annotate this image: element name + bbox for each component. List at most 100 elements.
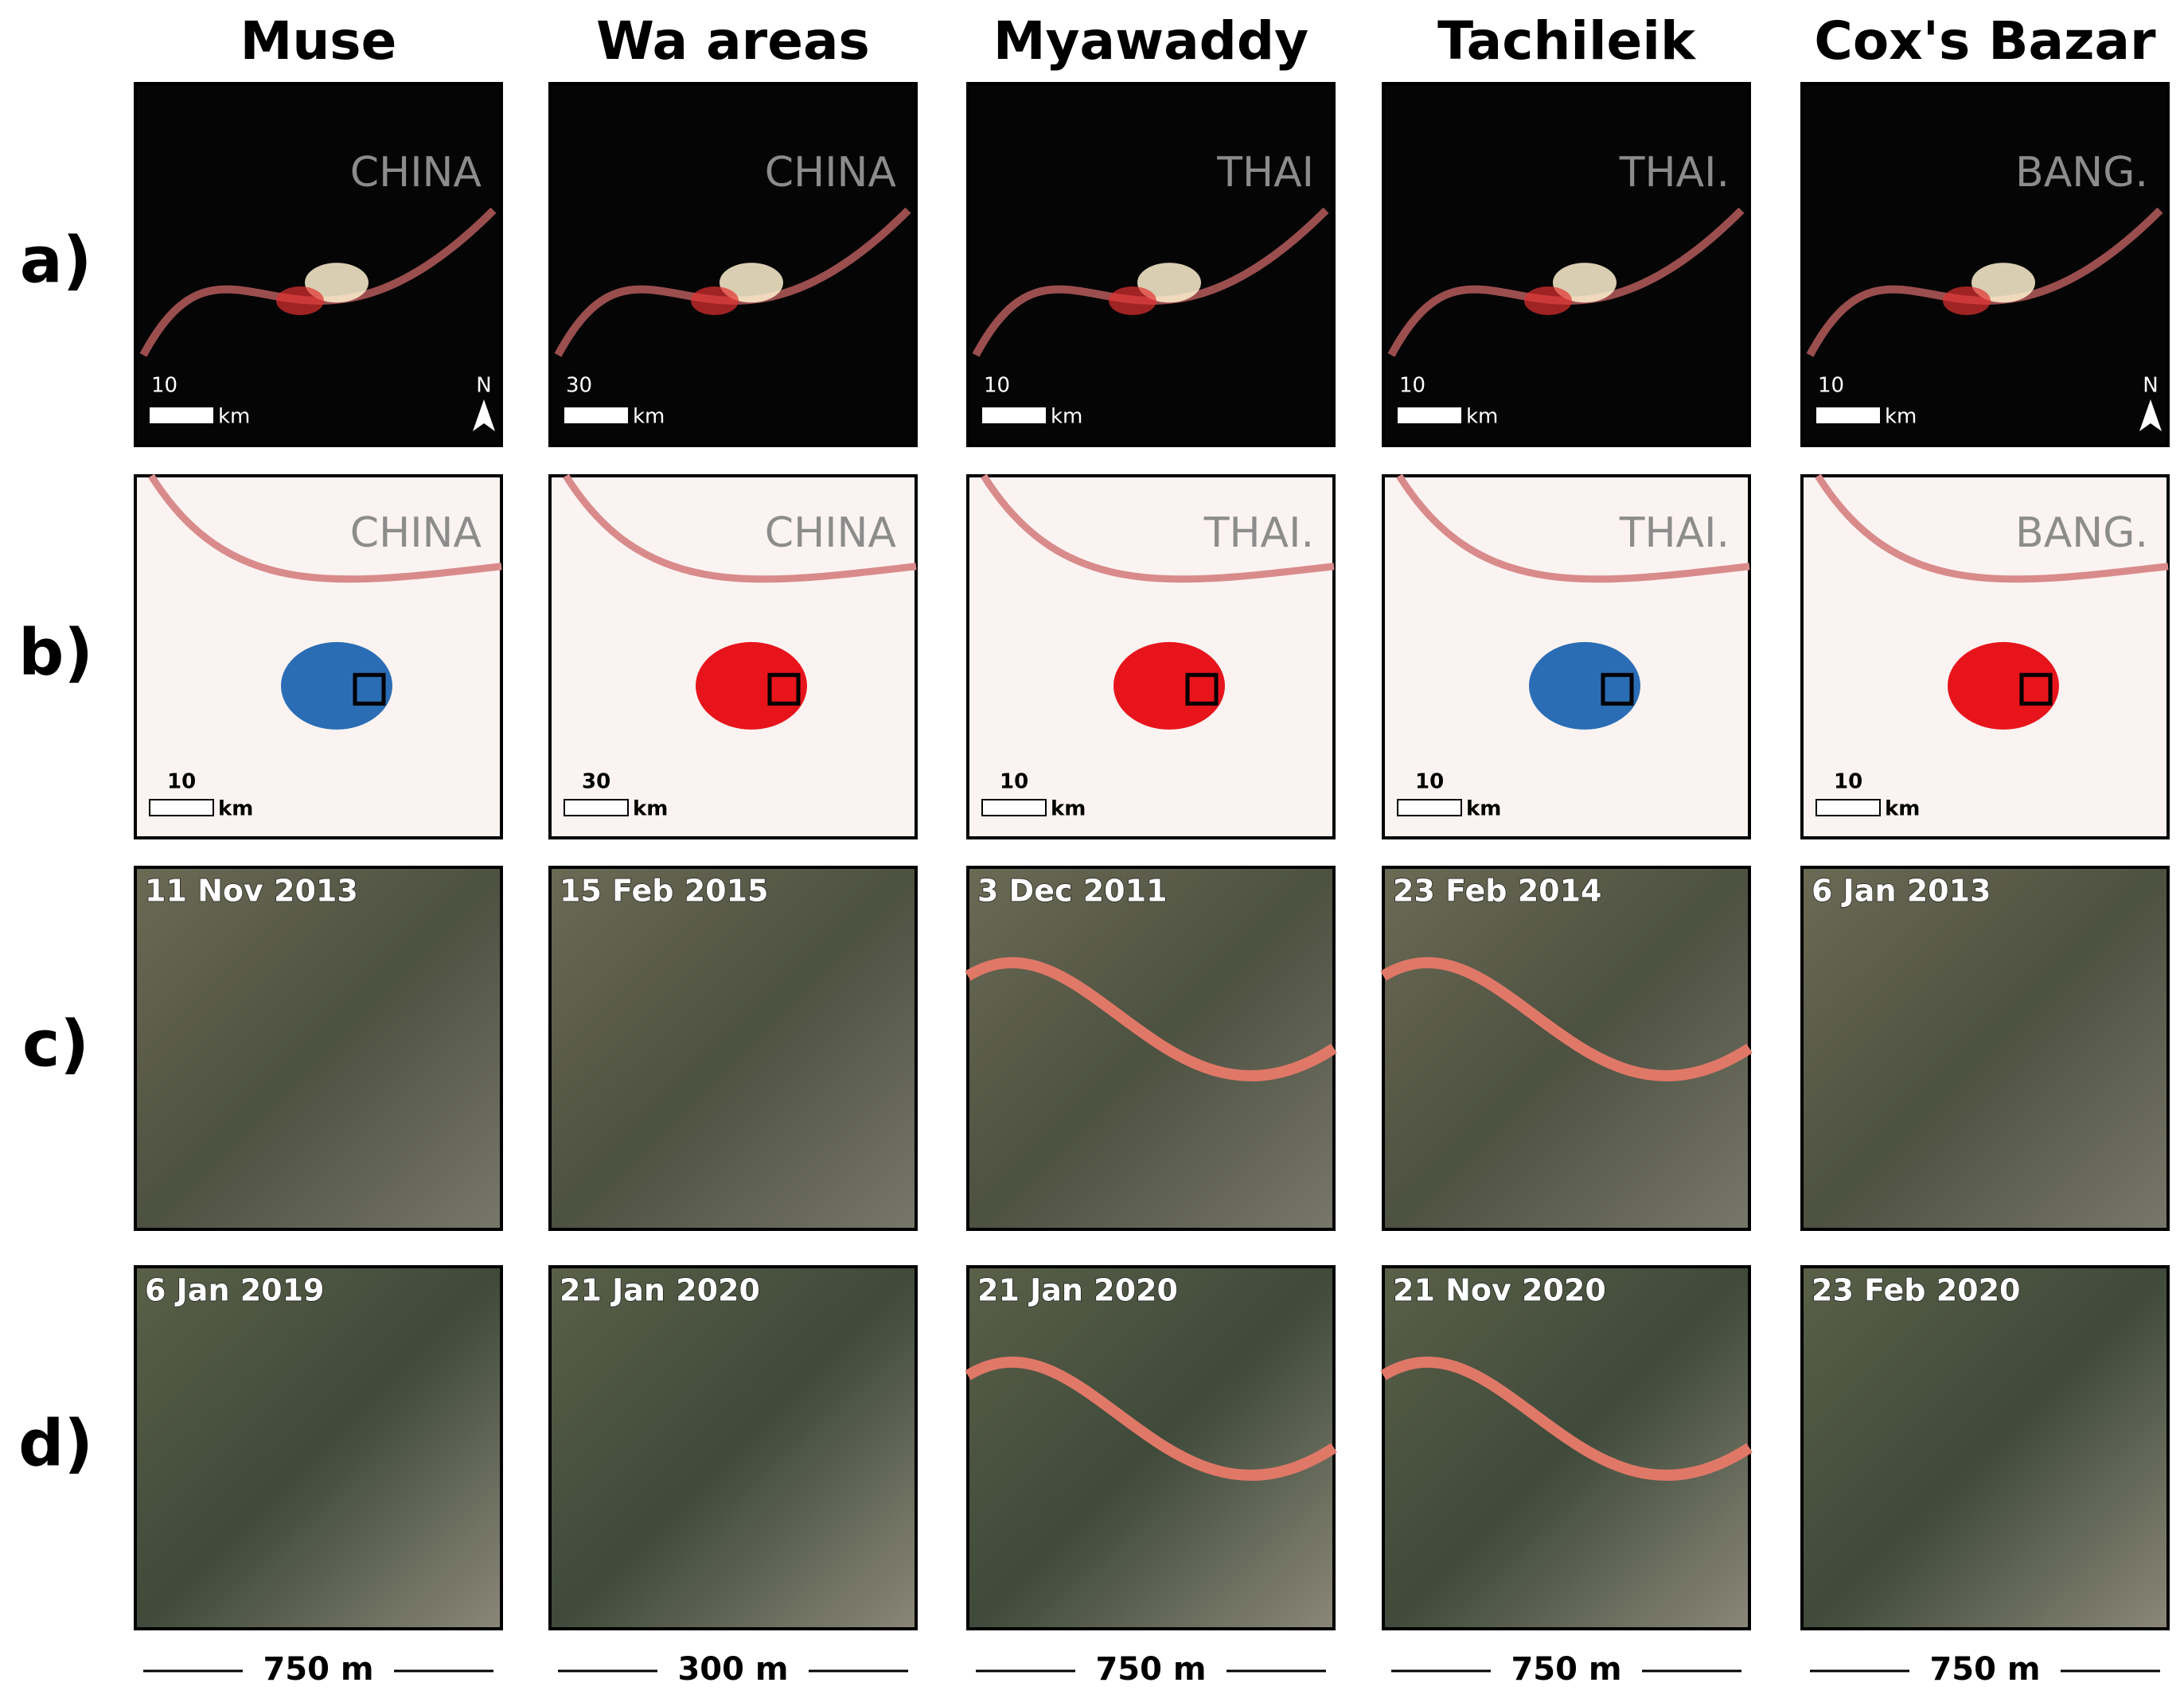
north-label: N xyxy=(476,374,491,398)
settlement-area xyxy=(1113,641,1225,730)
night-light-map xyxy=(134,82,503,447)
scale-value: 10 xyxy=(984,374,1010,398)
north-arrow xyxy=(2139,399,2162,431)
country-label: THAI. xyxy=(1203,509,1314,557)
image-date: 21 Jan 2020 xyxy=(977,1273,1178,1308)
north-label: N xyxy=(2143,374,2158,398)
settlement-area xyxy=(281,641,392,730)
scale-bar xyxy=(1397,799,1462,816)
light-cluster xyxy=(1524,286,1572,315)
satellite-image xyxy=(1800,1265,2170,1630)
scale-value: 10 xyxy=(167,770,196,794)
row-label: b) xyxy=(18,615,93,689)
border-line xyxy=(563,473,917,583)
light-cluster xyxy=(276,286,324,315)
image-date: 6 Jan 2019 xyxy=(145,1273,325,1308)
border-line xyxy=(1387,207,1745,357)
scale-text: 300 m xyxy=(677,1651,788,1688)
scale-value: 10 xyxy=(1415,770,1444,794)
column-title: Tachileik xyxy=(1437,10,1697,72)
light-cluster xyxy=(1943,286,1991,315)
image-date: 21 Jan 2020 xyxy=(560,1273,760,1308)
border-line xyxy=(139,207,497,357)
image-date: 23 Feb 2020 xyxy=(1812,1273,2021,1308)
country-label: CHINA xyxy=(765,509,897,557)
scale-bar xyxy=(149,799,214,816)
base-map xyxy=(966,474,1336,839)
light-cluster xyxy=(1971,263,2035,303)
night-light-map xyxy=(548,82,918,447)
scale-bar xyxy=(1398,407,1461,423)
light-cluster xyxy=(1109,286,1156,315)
scale-bar xyxy=(1816,407,1880,423)
scale-unit: km xyxy=(1051,797,1086,821)
column-title: Cox's Bazar xyxy=(1814,10,2156,72)
border-line xyxy=(148,473,502,583)
scale-text: 750 m xyxy=(1511,1651,1621,1688)
scale-bar xyxy=(1815,799,1881,816)
scale-bar xyxy=(981,799,1047,816)
settlement-area xyxy=(1948,641,2059,730)
column-title: Muse xyxy=(240,10,397,72)
light-cluster xyxy=(691,286,739,315)
night-light-map xyxy=(966,82,1336,447)
night-light-map xyxy=(1800,82,2170,447)
country-label: CHINA xyxy=(350,509,482,557)
image-date: 21 Nov 2020 xyxy=(1393,1273,1606,1308)
border-line xyxy=(1815,473,2169,583)
satellite-image xyxy=(134,1265,503,1630)
satellite-image xyxy=(548,866,918,1231)
satellite-image xyxy=(1800,866,2170,1231)
border-line xyxy=(1396,473,1750,583)
river xyxy=(1380,1357,1753,1482)
country-label: THAI. xyxy=(1619,149,1730,197)
country-label: CHINA xyxy=(350,149,482,197)
scale-text: 750 m xyxy=(263,1651,373,1688)
settlement-area xyxy=(1529,641,1640,730)
river xyxy=(965,1357,1337,1482)
country-label: THAI xyxy=(1216,149,1314,197)
scale-unit: km xyxy=(633,797,668,821)
border-line xyxy=(972,207,1329,357)
scale-value: 10 xyxy=(1000,770,1028,794)
satellite-image xyxy=(1382,866,1751,1231)
scale-unit: km xyxy=(1885,405,1917,429)
row-label: a) xyxy=(20,223,92,297)
image-date: 11 Nov 2013 xyxy=(145,874,358,909)
image-date: 3 Dec 2011 xyxy=(977,874,1168,909)
light-cluster xyxy=(720,263,783,303)
scale-unit: km xyxy=(1051,405,1082,429)
scale-value: 10 xyxy=(1399,374,1425,398)
border-line xyxy=(981,473,1335,583)
country-label: CHINA xyxy=(765,149,897,197)
border-line xyxy=(1806,207,2163,357)
column-title: Wa areas xyxy=(596,10,870,72)
satellite-image xyxy=(134,866,503,1231)
satellite-image xyxy=(966,866,1336,1231)
row-label: c) xyxy=(22,1007,89,1081)
country-label: BANG. xyxy=(2015,509,2148,557)
scale-value: 10 xyxy=(1818,374,1844,398)
settlement-area xyxy=(696,641,807,730)
scale-bar xyxy=(564,799,629,816)
row-label: d) xyxy=(18,1406,93,1480)
scale-unit: km xyxy=(1466,797,1501,821)
study-box xyxy=(2019,672,2053,706)
river xyxy=(1380,957,1753,1082)
border-line xyxy=(554,207,911,357)
north-arrow xyxy=(473,399,495,431)
study-box xyxy=(1185,672,1219,706)
scale-bar xyxy=(564,407,628,423)
scale-unit: km xyxy=(218,797,253,821)
scale-unit: km xyxy=(1466,405,1498,429)
night-light-map xyxy=(1382,82,1751,447)
river xyxy=(965,957,1337,1082)
country-label: THAI. xyxy=(1619,509,1730,557)
satellite-image xyxy=(548,1265,918,1630)
image-date: 15 Feb 2015 xyxy=(560,874,769,909)
satellite-image xyxy=(1382,1265,1751,1630)
scale-unit: km xyxy=(218,405,250,429)
scale-bar xyxy=(150,407,213,423)
study-box xyxy=(1601,672,1634,706)
